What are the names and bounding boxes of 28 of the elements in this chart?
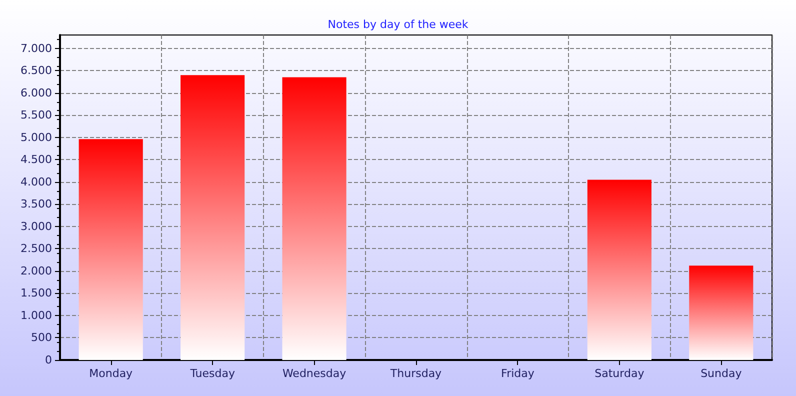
y-tick-label: 3.000 [20,220,52,233]
y-tick-label: 2.500 [20,242,52,256]
y-tick-label: 5.000 [20,130,52,144]
x-tick-label: Sunday [700,367,742,380]
y-tick-label: 6.000 [20,86,52,100]
bar [78,139,143,360]
y-tick-label: 5.500 [20,108,52,122]
x-tick-label: Monday [89,367,134,380]
x-tick-label: Wednesday [282,367,347,380]
y-tick-label: 7.000 [20,42,52,55]
bar [689,266,754,360]
bar [282,77,346,360]
bar [180,75,245,360]
x-tick-label: Tuesday [189,367,236,380]
x-tick-label: Thursday [389,367,442,380]
x-tick-label: Friday [501,367,535,380]
x-tick-label: Saturday [594,367,645,380]
y-tick-label: 3.500 [20,198,52,211]
y-tick-label: 1.000 [20,308,52,322]
chart-title: Notes by day of the week [328,18,469,31]
y-tick-label: 500 [31,331,52,344]
y-tick-label: 1.500 [20,286,52,300]
y-tick-label: 6.500 [20,64,52,78]
y-tick-label: 0 [45,354,52,366]
y-tick-label: 4.500 [20,153,52,166]
y-tick-label: 2.000 [20,264,52,278]
bar [587,180,652,360]
y-tick-label: 4.000 [20,175,52,188]
